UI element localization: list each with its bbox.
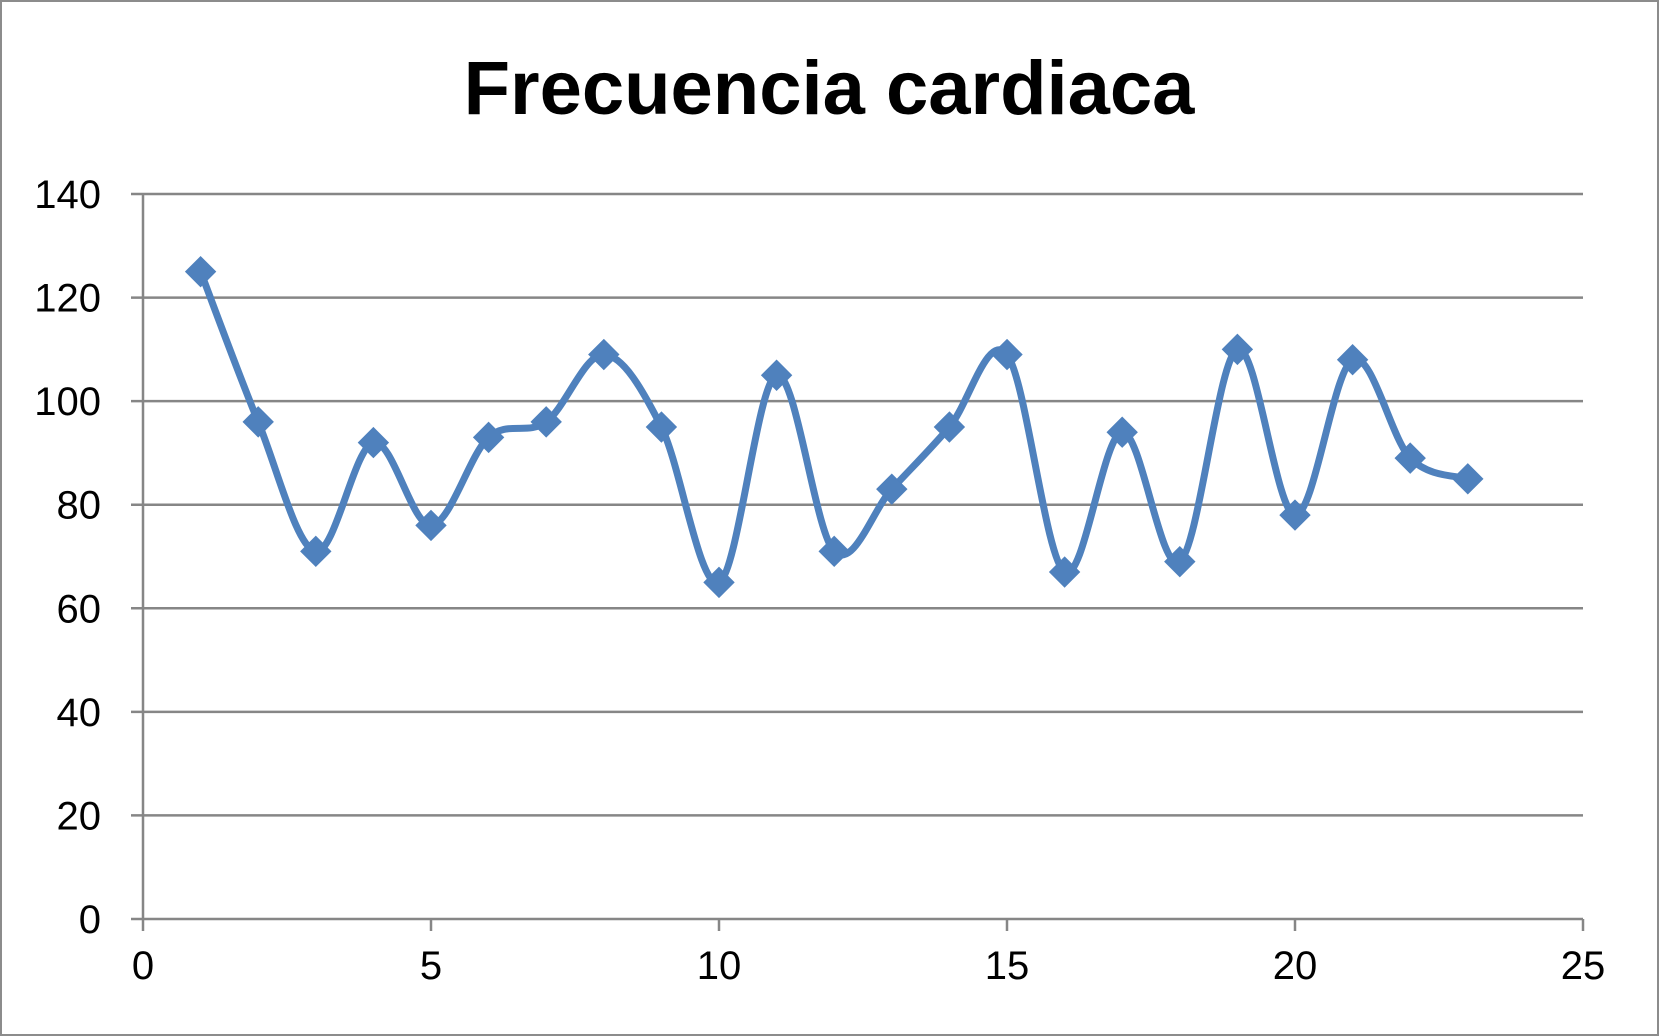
data-point-21 [1336,344,1369,376]
axes [141,194,1585,931]
data-point-7 [530,406,562,438]
x-tick-label-25: 25 [1561,944,1606,988]
y-tick-label-100: 100 [34,380,101,424]
data-point-18 [1164,545,1196,578]
x-tick-labels: 0 5 10 15 20 25 [132,944,1605,988]
data-point-19 [1221,333,1254,366]
data-point-22 [1394,442,1426,474]
data-point-2 [242,406,274,438]
data-point-14 [933,411,966,443]
data-point-15 [991,338,1023,371]
data-point-13 [876,473,908,505]
data-point-9 [645,411,678,443]
markers-layer [184,255,1484,599]
data-point-6 [472,421,505,454]
data-point-8 [588,338,620,371]
data-point-23 [1452,463,1484,495]
data-point-20 [1279,499,1311,531]
x-tick-label-15: 15 [985,944,1030,988]
x-tick-label-5: 5 [420,944,442,988]
chart-title: Frecuencia cardiaca [464,46,1196,131]
data-point-10 [703,566,735,599]
data-point-1 [184,255,217,288]
x-tick-label-10: 10 [697,944,742,988]
data-point-5 [415,509,447,542]
y-tick-label-40: 40 [57,691,102,735]
y-tick-label-60: 60 [57,587,102,631]
data-point-12 [818,535,850,568]
y-tick-label-120: 120 [34,277,101,321]
y-tick-label-0: 0 [79,898,101,942]
data-point-17 [1106,416,1138,448]
data-point-16 [1048,556,1081,588]
y-tick-label-20: 20 [57,794,102,838]
x-tick-label-20: 20 [1273,944,1318,988]
y-tick-labels: 0 20 40 60 80 100 120 140 [34,173,101,942]
data-point-4 [357,426,390,459]
data-point-11 [760,359,793,391]
x-tick-label-0: 0 [132,944,154,988]
y-tick-label-80: 80 [57,484,102,528]
y-tick-label-140: 140 [34,173,101,217]
data-point-3 [300,535,332,568]
gridlines [131,192,1583,921]
